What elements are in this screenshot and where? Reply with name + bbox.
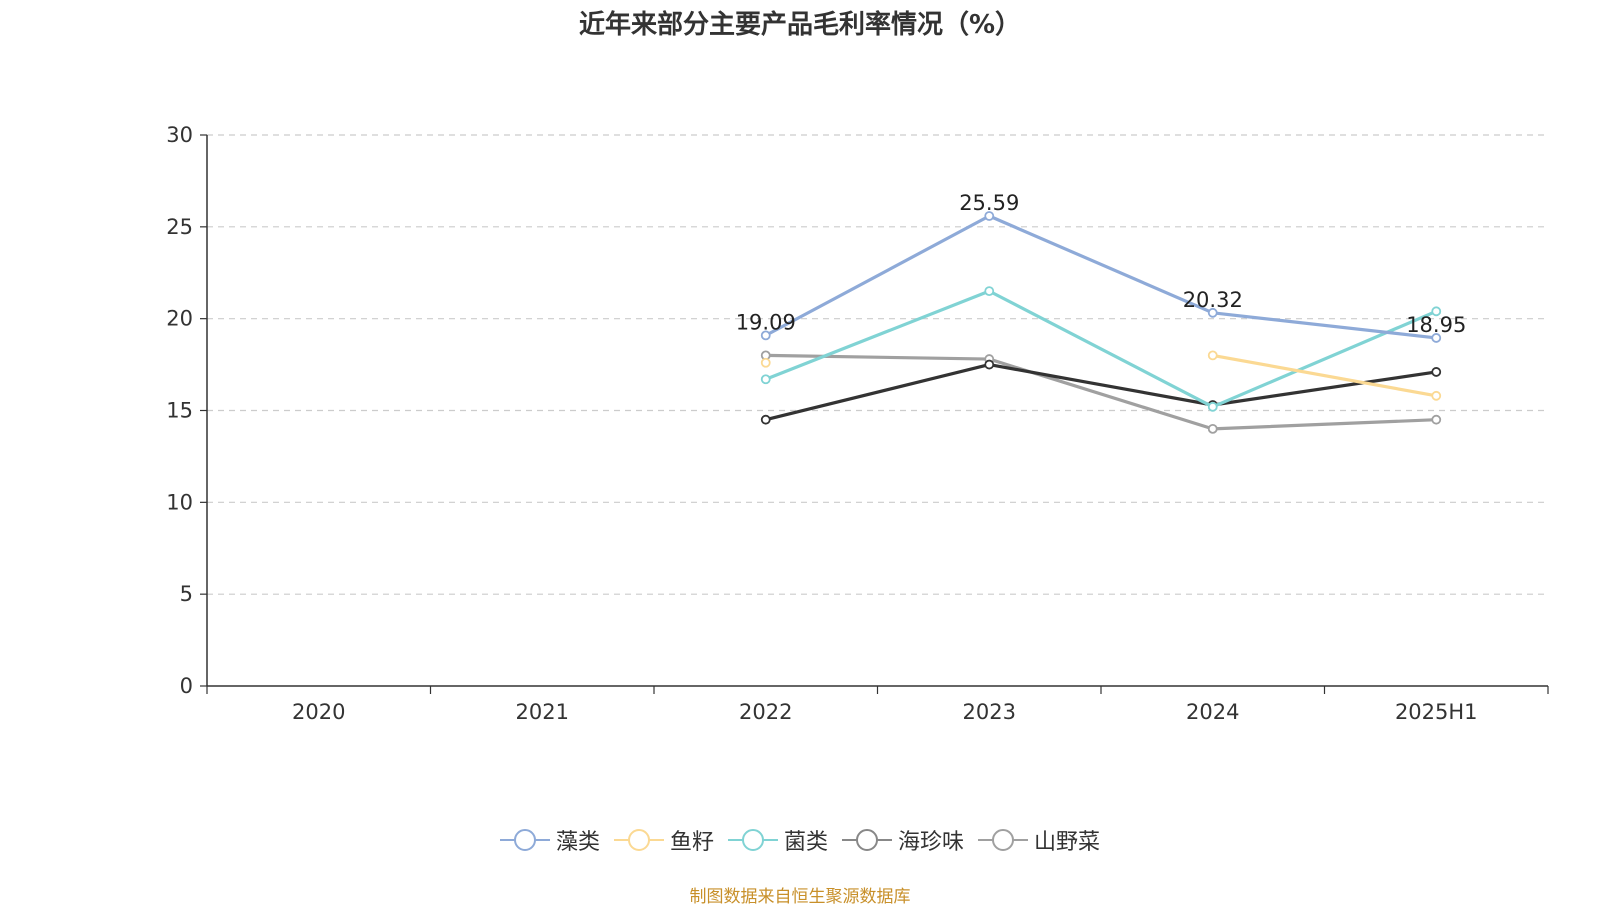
grid-lines	[207, 134, 1548, 595]
data-point	[1207, 307, 1218, 318]
legend-marker-circle	[856, 829, 878, 851]
x-tick-label: 2023	[963, 700, 1016, 724]
legend-item[interactable]: 藻类	[499, 824, 600, 856]
y-tick-label: 5	[180, 582, 193, 606]
x-tick-label: 2024	[1186, 700, 1239, 724]
y-tick-label: 25	[166, 215, 193, 239]
legend: 藻类 鱼籽 菌类 海珍味 山野菜	[0, 824, 1600, 856]
data-point	[984, 359, 995, 370]
data-point	[1431, 390, 1442, 401]
x-tick-label: 2021	[516, 700, 569, 724]
legend-label: 藻类	[555, 830, 600, 855]
data-point	[984, 211, 995, 221]
y-tick-label: 10	[166, 490, 193, 514]
data-point	[760, 357, 771, 368]
series-3	[760, 359, 1442, 425]
data-label: 18.95	[1406, 313, 1466, 337]
legend-marker-icon	[727, 829, 778, 851]
source-note: 制图数据来自恒生聚源数据库	[689, 887, 911, 907]
y-tick-label: 0	[180, 674, 193, 698]
legend-marker-circle	[992, 829, 1015, 851]
x-tick-label: 2020	[292, 700, 345, 724]
series-line	[765, 289, 1437, 409]
legend-item[interactable]: 海珍味	[842, 824, 964, 856]
series-line	[765, 362, 1437, 422]
y-tick-label: 20	[166, 307, 193, 331]
chart-title: 近年来部分主要产品毛利率情况（%）	[578, 10, 1022, 40]
x-tick-label: 2022	[739, 700, 792, 724]
series-0	[760, 211, 1442, 343]
legend-label: 海珍味	[898, 830, 965, 855]
data-point	[760, 374, 771, 385]
legend-item[interactable]: 鱼籽	[613, 824, 714, 856]
series-2	[760, 286, 1442, 412]
series-1	[760, 350, 1442, 401]
data-point	[1207, 350, 1218, 361]
legend-item[interactable]: 菌类	[727, 824, 828, 856]
data-label: 25.59	[959, 191, 1019, 215]
data-point	[760, 330, 771, 341]
legend-marker-circle	[741, 829, 764, 851]
x-tick-label: 2025H1	[1395, 700, 1478, 724]
legend-marker-icon	[842, 829, 892, 851]
series-line	[765, 353, 1437, 431]
series-line	[1212, 353, 1437, 398]
legend-label: 鱼籽	[669, 830, 714, 855]
legend-marker-circle	[627, 829, 650, 851]
data-point	[760, 414, 771, 425]
data-point	[984, 286, 995, 297]
data-point	[1431, 306, 1442, 317]
legend-marker-icon	[613, 829, 664, 851]
legend-label: 山野菜	[1034, 830, 1101, 855]
line-chart: 0 5 10 15 20 25 30 2020 2021 2022 2023 2024 2025H1 1…	[166, 123, 1549, 724]
data-point	[1207, 401, 1218, 412]
y-tick-label: 15	[166, 399, 193, 423]
data-label: 19.09	[736, 310, 796, 334]
legend-marker-icon	[499, 829, 550, 851]
data-point	[1431, 367, 1442, 377]
legend-marker-circle	[513, 829, 536, 851]
series-4	[760, 350, 1442, 434]
data-label: 20.32	[1183, 288, 1243, 312]
data-point	[1207, 423, 1218, 434]
y-tick-label: 30	[166, 123, 193, 147]
axes: 0 5 10 15 20 25 30 2020 2021 2022 2023 2024 2025H1	[166, 123, 1549, 724]
legend-item[interactable]: 山野菜	[978, 824, 1100, 856]
legend-marker-icon	[978, 829, 1029, 851]
data-point	[1431, 414, 1442, 425]
series-line	[764, 214, 1437, 340]
data-labels: 19.09 25.59 20.32 18.95	[736, 191, 1467, 337]
legend-label: 菌类	[783, 830, 828, 855]
series-lines	[760, 211, 1442, 434]
data-point	[1431, 333, 1442, 343]
